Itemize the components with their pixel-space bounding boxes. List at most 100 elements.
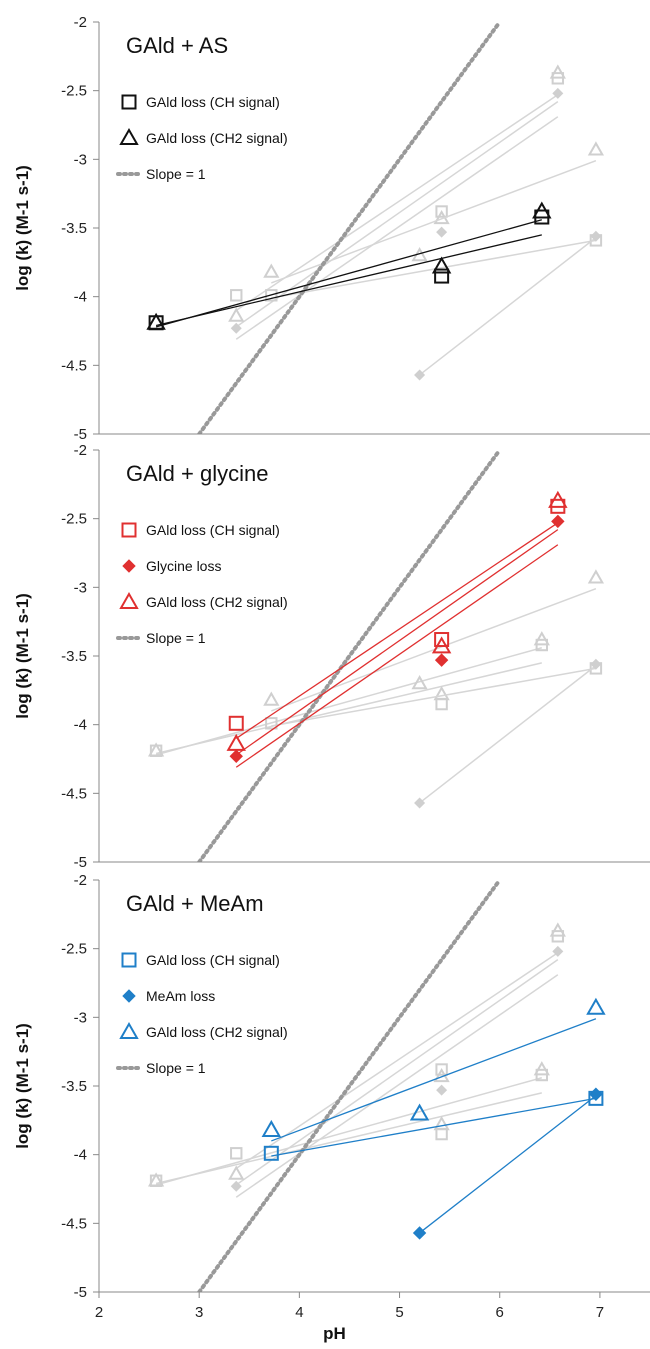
legend: GAld loss (CH signal) MeAm loss GAld loss … xyxy=(116,952,288,1076)
data-point xyxy=(434,632,450,648)
y-tick-label: -2.5 xyxy=(61,83,87,100)
background-fit-line xyxy=(271,160,597,284)
background-point xyxy=(435,1063,448,1076)
plot-area xyxy=(146,22,605,434)
data-point xyxy=(228,715,244,731)
fit-line xyxy=(235,522,559,739)
background-point xyxy=(263,263,280,278)
y-tick-label: -5 xyxy=(74,1284,87,1301)
panel-2: -2 -2.5 -3 -3.5 -4 -4.5 -5 log (k) (M-1 s-1) GAl… xyxy=(13,442,650,871)
background-point xyxy=(435,205,448,218)
legend-label: GAld loss (CH2 signal) xyxy=(146,594,288,610)
x-tick-label: 6 xyxy=(496,1304,504,1321)
background-point xyxy=(587,141,605,156)
background-point xyxy=(263,691,280,706)
y-tick-label: -3.5 xyxy=(61,220,87,237)
background-point xyxy=(228,1165,245,1180)
legend-label: GAld loss (CH2 signal) xyxy=(146,130,288,146)
x-tick-label: 2 xyxy=(95,1304,103,1321)
x-axis: 2 3 4 5 6 7 xyxy=(95,1292,604,1321)
background-point xyxy=(411,675,428,690)
legend-label: Slope = 1 xyxy=(146,630,206,646)
legend: GAld loss (CH signal) Glycine loss GAld lo… xyxy=(116,522,288,646)
background-fit-line xyxy=(155,1092,542,1185)
background-point xyxy=(435,1127,448,1141)
y-tick-label: -2 xyxy=(74,14,87,31)
fit-line xyxy=(155,219,542,328)
background-fit-line xyxy=(235,974,559,1198)
plot-area xyxy=(147,450,605,862)
background-point xyxy=(549,922,566,937)
y-tick-label: -3.5 xyxy=(61,648,87,665)
background-fit-line xyxy=(155,647,543,756)
legend-label: GAld loss (CH signal) xyxy=(146,952,280,968)
y-tick-label: -5 xyxy=(74,854,87,871)
x-tick-label: 7 xyxy=(596,1304,604,1321)
y-tick-label: -3.5 xyxy=(61,1078,87,1095)
legend-label: Glycine loss xyxy=(146,558,221,574)
background-point xyxy=(230,322,242,334)
background-fit-line xyxy=(155,1077,543,1186)
legend-label: GAld loss (CH2 signal) xyxy=(146,1024,288,1040)
legend-label: MeAm loss xyxy=(146,988,215,1004)
data-point xyxy=(532,201,552,219)
background-fit-line xyxy=(419,665,597,804)
data-point xyxy=(431,636,452,654)
legend-label: Slope = 1 xyxy=(146,1060,206,1076)
background-point xyxy=(533,1061,550,1076)
background-fit-line xyxy=(235,94,559,312)
background-point xyxy=(414,797,426,809)
background-fit-line xyxy=(271,667,597,727)
background-fit-line xyxy=(235,959,559,1186)
x-tick-label: 5 xyxy=(395,1304,403,1321)
plot-area xyxy=(147,880,606,1292)
panel-1: -2 -2.5 -3 -3.5 -4 -4.5 -5 log (k) (M-1 s-1) GAl… xyxy=(13,14,650,443)
data-point xyxy=(263,1145,279,1161)
data-point xyxy=(551,514,565,529)
data-point xyxy=(261,1119,282,1137)
y-tick-label: -3 xyxy=(74,579,87,596)
legend-label: GAld loss (CH signal) xyxy=(146,94,280,110)
y-tick-label: -4 xyxy=(74,289,87,306)
data-point xyxy=(229,749,243,763)
data-point xyxy=(412,1226,427,1240)
background-point xyxy=(590,658,602,670)
y-tick-label: -2.5 xyxy=(61,511,87,528)
background-point xyxy=(265,289,278,302)
legend-swatch xyxy=(119,1021,139,1039)
background-point xyxy=(552,945,564,957)
panel-3: -2 -2.5 -3 -3.5 -4 -4.5 -5 log (k) (M-1 s-1) GAl… xyxy=(13,872,650,1301)
fit-line xyxy=(271,1097,597,1157)
legend-swatch xyxy=(121,94,137,110)
legend-swatch xyxy=(122,559,136,573)
background-fit-line xyxy=(271,239,597,299)
y-axis-label: log (k) (M-1 s-1) xyxy=(13,593,32,719)
y-tick-label: -4.5 xyxy=(61,1215,87,1232)
fit-line xyxy=(155,234,542,327)
x-axis-label: pH xyxy=(323,1324,346,1343)
data-point xyxy=(226,733,246,751)
data-point xyxy=(434,268,450,284)
data-point xyxy=(586,997,606,1015)
legend-label: GAld loss (CH signal) xyxy=(146,522,280,538)
legend-swatch xyxy=(119,127,139,145)
y-axis-label: log (k) (M-1 s-1) xyxy=(13,1023,32,1149)
y-tick-label: -2.5 xyxy=(61,941,87,958)
background-point xyxy=(228,307,245,322)
background-point xyxy=(533,631,550,646)
background-point xyxy=(433,686,450,701)
y-tick-label: -4 xyxy=(74,1147,87,1164)
background-fit-line xyxy=(419,237,597,376)
y-tick-label: -3 xyxy=(74,1009,87,1026)
background-fit-line xyxy=(155,662,542,755)
data-point xyxy=(434,653,449,667)
background-point xyxy=(147,742,165,757)
y-tick-label: -3 xyxy=(74,151,87,168)
background-point xyxy=(414,369,426,381)
background-point xyxy=(230,289,243,302)
background-fit-line xyxy=(235,952,559,1170)
slope-1-line xyxy=(197,880,502,1292)
background-point xyxy=(587,569,605,584)
background-point xyxy=(590,230,602,242)
background-point xyxy=(230,1147,243,1160)
